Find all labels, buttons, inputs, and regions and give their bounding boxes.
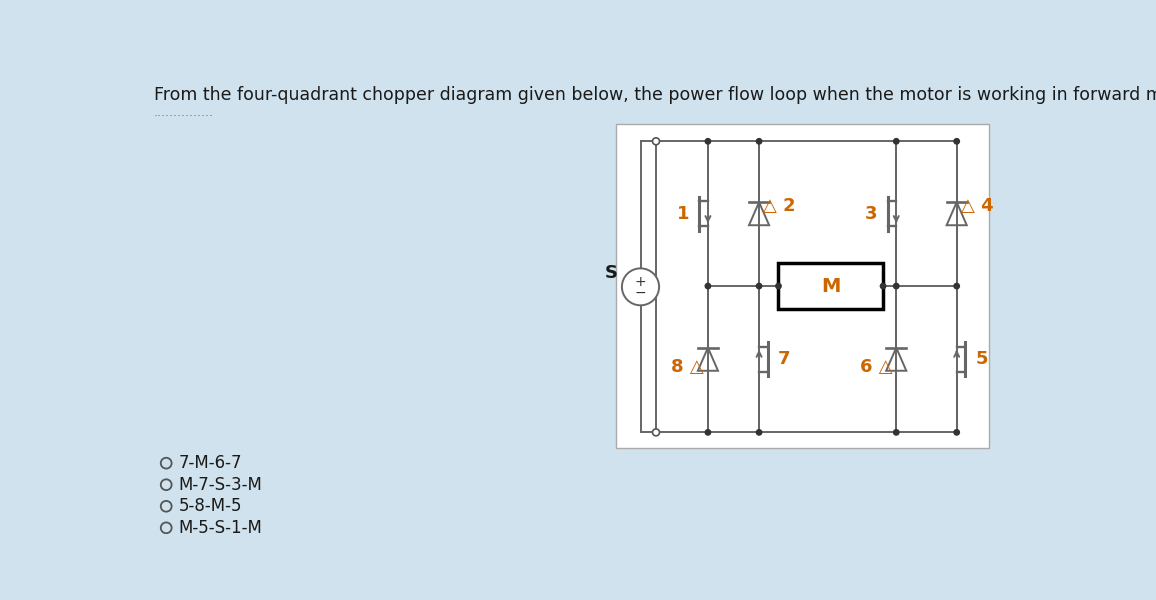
Text: ...............: ............... (154, 106, 214, 119)
Circle shape (894, 283, 899, 289)
Circle shape (705, 139, 711, 144)
Text: 1: 1 (676, 205, 689, 223)
Text: △ 2: △ 2 (763, 197, 795, 215)
Text: M-5-S-1-M: M-5-S-1-M (178, 519, 262, 537)
Text: From the four-quadrant chopper diagram given below, the power flow loop when the: From the four-quadrant chopper diagram g… (154, 86, 1156, 104)
Text: +: + (635, 275, 646, 289)
Circle shape (776, 283, 781, 289)
Text: 5: 5 (976, 350, 987, 368)
Text: 7: 7 (778, 350, 791, 368)
Text: 8 △: 8 △ (672, 358, 704, 376)
Circle shape (894, 139, 899, 144)
Bar (778, 263, 883, 309)
Circle shape (652, 429, 659, 436)
Circle shape (652, 138, 659, 145)
Circle shape (705, 430, 711, 435)
Circle shape (894, 430, 899, 435)
Circle shape (954, 430, 959, 435)
Text: M-7-S-3-M: M-7-S-3-M (178, 476, 262, 494)
Circle shape (161, 479, 171, 490)
Text: 5-8-M-5: 5-8-M-5 (178, 497, 242, 515)
Circle shape (756, 283, 762, 289)
Text: 7-M-6-7: 7-M-6-7 (178, 454, 242, 472)
Text: S: S (605, 264, 617, 282)
Text: −: − (635, 286, 646, 300)
Text: △ 4: △ 4 (961, 197, 993, 215)
Circle shape (881, 283, 885, 289)
Circle shape (705, 283, 711, 289)
Circle shape (756, 139, 762, 144)
Text: 3: 3 (865, 205, 877, 223)
Circle shape (756, 430, 762, 435)
Circle shape (161, 523, 171, 533)
Circle shape (161, 458, 171, 469)
Text: M: M (821, 277, 840, 296)
Bar (616, 124, 990, 448)
Circle shape (954, 139, 959, 144)
Circle shape (161, 501, 171, 512)
Circle shape (622, 268, 659, 305)
Circle shape (954, 283, 959, 289)
Text: 6 △: 6 △ (860, 358, 892, 376)
